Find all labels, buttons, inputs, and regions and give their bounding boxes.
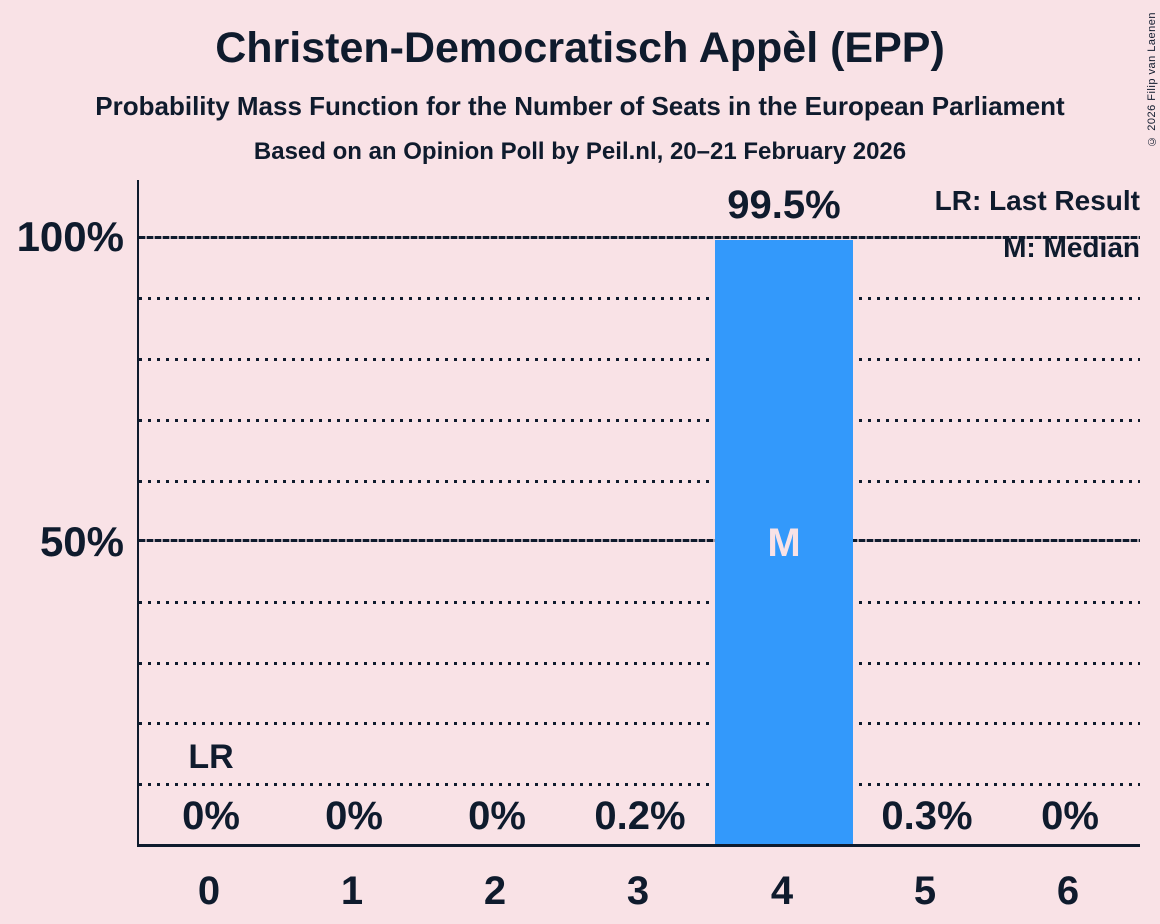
bar-value-label-1: 0% [325, 794, 383, 838]
chart-source-line: Based on an Opinion Poll by Peil.nl, 20–… [253, 138, 907, 165]
gridline-70pct [139, 419, 1140, 422]
bar-value-label-4: 99.5% [727, 183, 841, 227]
last-result-marker: LR [188, 738, 234, 776]
bar-value-label-6: 0% [1041, 794, 1099, 838]
gridline-40pct [139, 601, 1140, 604]
legend-last-result: LR: Last Result [934, 185, 1140, 216]
x-tick-1: 1 [340, 869, 364, 913]
plot-area: 99.5% M LR 0% 0% 0% 0.2% 0.3% 0% [137, 180, 1140, 847]
gridline-60pct [139, 480, 1140, 483]
x-tick-6: 6 [1056, 869, 1080, 913]
x-tick-0: 0 [197, 869, 221, 913]
bar-value-label-0: 0% [182, 794, 240, 838]
gridline-10pct [139, 783, 1140, 786]
gridline-100pct [139, 236, 1140, 239]
gridline-90pct [139, 297, 1140, 300]
gridline-50pct [139, 539, 1140, 542]
bar-value-label-3: 0.2% [594, 794, 686, 838]
chart-subtitle: Probability Mass Function for the Number… [95, 91, 1065, 121]
y-axis-label-100: 100% [16, 213, 124, 260]
x-tick-5: 5 [913, 869, 937, 913]
gridline-80pct [139, 358, 1140, 361]
x-tick-4: 4 [770, 869, 794, 913]
bar-seats-4 [715, 240, 853, 844]
x-tick-3: 3 [626, 869, 650, 913]
gridline-20pct [139, 722, 1140, 725]
page-title: Christen-Democratisch Appèl (EPP) [215, 24, 945, 72]
y-axis-label-50: 50% [39, 518, 124, 565]
x-tick-2: 2 [483, 869, 507, 913]
bar-value-label-5: 0.3% [881, 794, 973, 838]
copyright-notice: © 2026 Filip van Laenen [1146, 12, 1158, 147]
bar-value-label-2: 0% [468, 794, 526, 838]
median-marker: M [767, 521, 801, 565]
gridline-30pct [139, 662, 1140, 665]
